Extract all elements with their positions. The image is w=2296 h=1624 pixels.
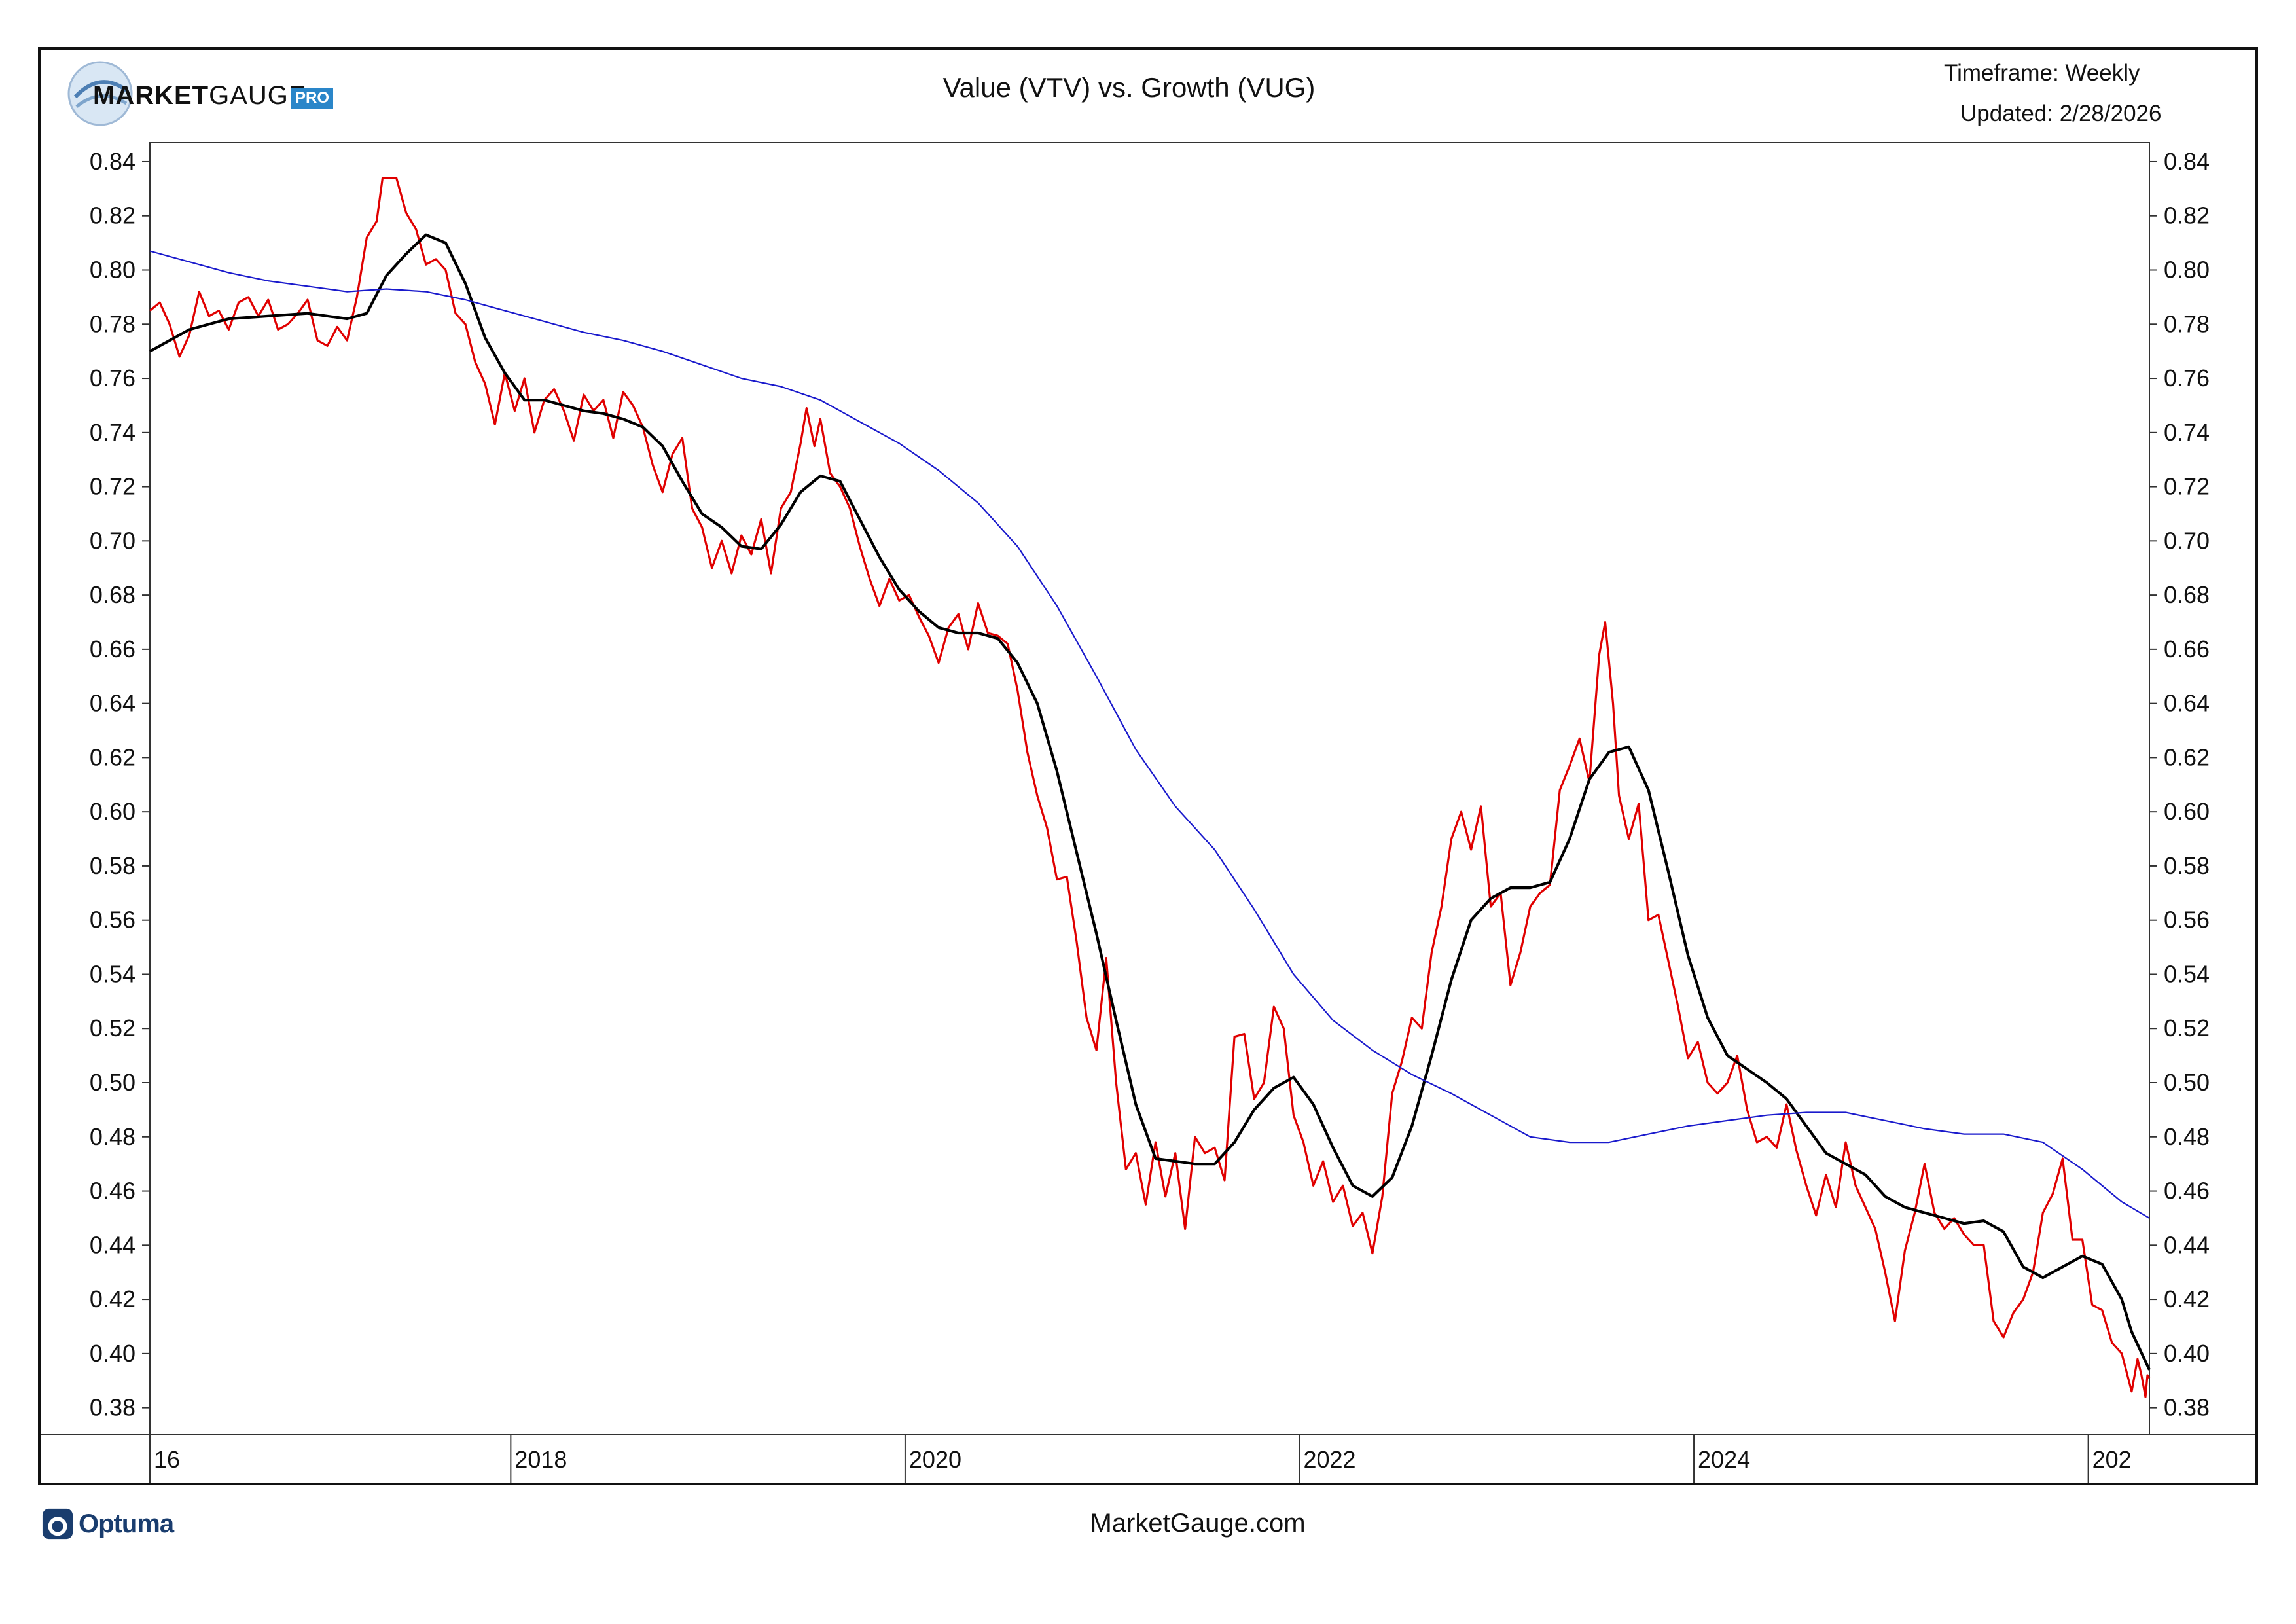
y-tick-label-right: 0.70 — [2164, 527, 2210, 554]
y-tick-label-left: 0.74 — [90, 419, 135, 446]
series-line-short-moving-average — [149, 233, 2151, 1371]
y-tick-label-left: 0.52 — [90, 1015, 135, 1041]
y-tick-label-left: 0.72 — [90, 473, 135, 500]
y-tick-label-right: 0.56 — [2164, 907, 2210, 933]
brand-pro-badge: PRO — [291, 88, 334, 109]
y-tick-label-right: 0.58 — [2164, 852, 2210, 879]
y-tick-label-left: 0.58 — [90, 852, 135, 879]
brand-logo-text: MARKETGAUGE — [93, 81, 307, 110]
y-tick-label-right: 0.84 — [2164, 148, 2210, 175]
y-tick-label-left: 0.76 — [90, 365, 135, 391]
marketgauge-globe-logo — [67, 61, 133, 126]
y-tick-label-left: 0.40 — [90, 1340, 135, 1367]
y-tick-label-left: 0.64 — [90, 690, 135, 717]
y-tick-label-left: 0.82 — [90, 202, 135, 229]
x-tick-label: 2020 — [909, 1446, 961, 1473]
y-tick-label-right: 0.44 — [2164, 1231, 2210, 1258]
y-tick-label-right: 0.62 — [2164, 744, 2210, 770]
y-tick-label-left: 0.66 — [90, 636, 135, 662]
y-tick-label-right: 0.72 — [2164, 473, 2210, 500]
y-tick-label-left: 0.68 — [90, 581, 135, 608]
y-tick-label-right: 0.54 — [2164, 960, 2210, 987]
x-tick-label: 2022 — [1303, 1446, 1355, 1473]
y-tick-label-left: 0.38 — [90, 1394, 135, 1421]
y-tick-label-right: 0.74 — [2164, 419, 2210, 446]
y-tick-label-left: 0.56 — [90, 907, 135, 933]
y-tick-label-left: 0.80 — [90, 257, 135, 283]
y-tick-label-right: 0.46 — [2164, 1178, 2210, 1204]
y-tick-label-right: 0.78 — [2164, 310, 2210, 337]
y-tick-label-right: 0.50 — [2164, 1069, 2210, 1096]
timeframe-label: Timeframe: Weekly — [1944, 60, 2140, 86]
series-line-vtv-vug-ratio — [149, 177, 2151, 1398]
y-tick-label-right: 0.64 — [2164, 690, 2210, 717]
optuma-logo-icon — [42, 1508, 73, 1540]
y-tick-label-left: 0.44 — [90, 1231, 135, 1258]
y-tick-label-right: 0.42 — [2164, 1286, 2210, 1312]
y-tick-label-left: 0.78 — [90, 310, 135, 337]
y-tick-label-right: 0.38 — [2164, 1394, 2210, 1421]
series-line-long-moving-average — [149, 250, 2150, 1219]
x-tick-label: 202 — [2092, 1446, 2132, 1473]
y-tick-label-left: 0.62 — [90, 744, 135, 770]
plot-area — [149, 142, 2150, 1435]
y-tick-label-left: 0.84 — [90, 148, 135, 175]
y-tick-label-right: 0.68 — [2164, 581, 2210, 608]
y-tick-label-right: 0.48 — [2164, 1123, 2210, 1150]
x-tick-label: 16 — [154, 1446, 180, 1473]
updated-label: Updated: 2/28/2026 — [1960, 101, 2162, 126]
y-tick-label-left: 0.42 — [90, 1286, 135, 1312]
y-tick-label-left: 0.50 — [90, 1069, 135, 1096]
y-tick-label-left: 0.48 — [90, 1123, 135, 1150]
y-tick-label-right: 0.82 — [2164, 202, 2210, 229]
chart-title: Value (VTV) vs. Growth (VUG) — [942, 72, 1316, 103]
y-tick-label-right: 0.52 — [2164, 1015, 2210, 1041]
x-tick-label: 2018 — [514, 1446, 567, 1473]
y-tick-label-right: 0.40 — [2164, 1340, 2210, 1367]
y-tick-label-left: 0.46 — [90, 1178, 135, 1204]
chart-frame — [38, 47, 2258, 1485]
footer-site: MarketGauge.com — [1090, 1509, 1306, 1538]
y-tick-label-right: 0.80 — [2164, 257, 2210, 283]
optuma-brand: Optuma — [79, 1509, 174, 1538]
y-tick-label-left: 0.60 — [90, 798, 135, 825]
y-tick-label-right: 0.76 — [2164, 365, 2210, 391]
y-tick-label-left: 0.54 — [90, 960, 135, 987]
y-tick-label-right: 0.66 — [2164, 636, 2210, 662]
y-tick-label-left: 0.70 — [90, 527, 135, 554]
x-tick-label: 2024 — [1698, 1446, 1750, 1473]
y-tick-label-right: 0.60 — [2164, 798, 2210, 825]
